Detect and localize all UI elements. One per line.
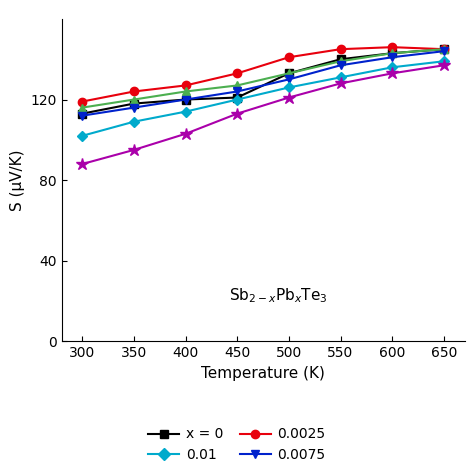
- Text: Sb$_{2-x}$Pb$_{x}$Te$_{3}$: Sb$_{2-x}$Pb$_{x}$Te$_{3}$: [229, 286, 328, 305]
- Y-axis label: S (μV/K): S (μV/K): [10, 149, 25, 211]
- X-axis label: Temperature (K): Temperature (K): [201, 366, 325, 381]
- Legend: x = 0, 0.01, 0.0025, 0.0075: x = 0, 0.01, 0.0025, 0.0075: [148, 428, 326, 462]
